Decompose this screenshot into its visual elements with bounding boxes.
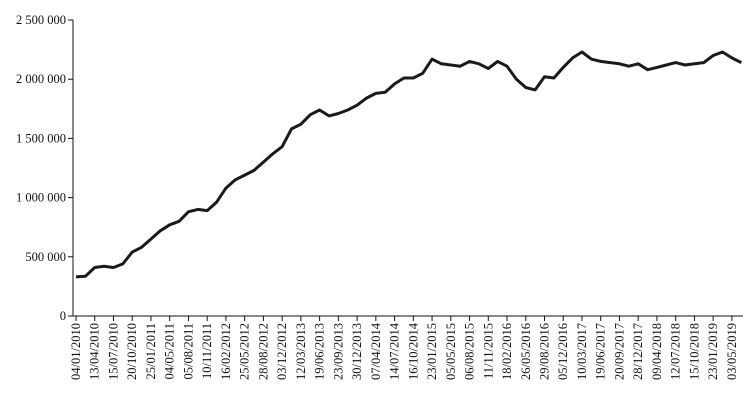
- x-tick-label: 05/05/2015: [444, 323, 458, 380]
- x-tick-label: 29/08/2016: [538, 323, 552, 380]
- x-tick-label: 20/09/2017: [612, 323, 626, 380]
- y-tick-label: 500 000: [25, 250, 66, 264]
- x-tick-label: 28/08/2012: [256, 323, 270, 380]
- x-tick-label: 23/01/2015: [425, 323, 439, 380]
- x-tick-label: 15/10/2018: [687, 323, 701, 380]
- x-tick-label: 30/12/2013: [350, 323, 364, 380]
- x-tick-label: 13/04/2010: [88, 323, 102, 380]
- x-tick-label: 16/10/2014: [406, 322, 420, 380]
- x-tick-label: 23/09/2013: [331, 323, 345, 380]
- x-tick-label: 25/01/2011: [144, 323, 158, 379]
- x-tick-label: 28/12/2017: [631, 323, 645, 380]
- y-tick-label: 2 000 000: [16, 72, 66, 86]
- y-tick-label: 1 500 000: [16, 131, 66, 145]
- x-tick-label: 05/08/2011: [181, 323, 195, 379]
- x-tick-label: 12/03/2013: [294, 323, 308, 380]
- x-tick-label: 18/02/2016: [500, 323, 514, 380]
- y-tick-label: 2 500 000: [16, 13, 66, 27]
- y-tick-label: 0: [60, 309, 66, 323]
- x-tick-label: 25/05/2012: [238, 323, 252, 380]
- data-line: [75, 50, 742, 279]
- x-tick-label: 06/08/2015: [463, 323, 477, 380]
- x-tick-label: 10/11/2011: [200, 323, 214, 379]
- x-tick-label: 12/07/2018: [669, 323, 683, 380]
- x-tick-label: 10/03/2017: [575, 323, 589, 380]
- x-tick-label: 19/06/2013: [313, 323, 327, 380]
- x-tick-label: 19/06/2017: [594, 323, 608, 380]
- x-tick-label: 04/05/2011: [163, 323, 177, 379]
- x-tick-label: 07/04/2014: [369, 322, 383, 380]
- x-tick-label: 09/04/2018: [650, 323, 664, 380]
- x-tick-label: 03/05/2019: [725, 323, 739, 380]
- x-tick-label: 03/12/2012: [275, 323, 289, 380]
- x-tick-label: 23/01/2019: [706, 323, 720, 380]
- x-tick-label: 05/12/2016: [556, 323, 570, 380]
- x-tick-label: 04/01/2010: [69, 323, 83, 380]
- x-tick-label: 15/07/2010: [106, 323, 120, 380]
- x-tick-label: 20/10/2010: [125, 323, 139, 380]
- x-tick-label: 16/02/2012: [219, 323, 233, 380]
- y-tick-label: 1 000 000: [16, 191, 66, 205]
- x-tick-label: 14/07/2014: [388, 322, 402, 380]
- x-tick-label: 11/11/2015: [481, 323, 495, 379]
- x-tick-label: 26/05/2016: [519, 323, 533, 380]
